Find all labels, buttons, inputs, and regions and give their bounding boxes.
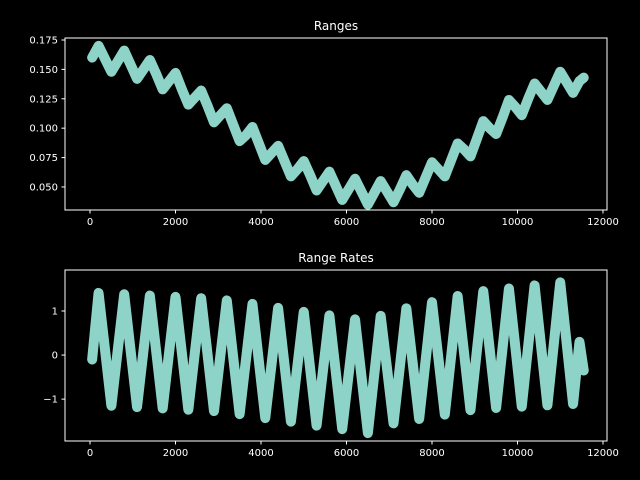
x-tick-label: 8000: [419, 448, 444, 459]
x-tick-label: 4000: [248, 448, 273, 459]
x-tick-label: 0: [87, 448, 93, 459]
y-tick-label: 0.175: [29, 35, 58, 46]
axes-frame: [64, 37, 608, 211]
axes-title: Range Rates: [298, 251, 374, 265]
x-tick-label: 2000: [163, 217, 188, 228]
x-tick-label: 6000: [334, 217, 359, 228]
y-tick-label: 0.150: [29, 65, 58, 76]
y-tick-label: −1: [43, 395, 58, 406]
data-line: [87, 40, 589, 210]
x-tick-label: 2000: [163, 448, 188, 459]
y-tick-label: 0.125: [29, 94, 58, 105]
x-tick-label: 10000: [502, 217, 534, 228]
x-tick-label: 8000: [419, 217, 444, 228]
x-tick-label: 6000: [334, 448, 359, 459]
x-tick-label: 12000: [587, 217, 619, 228]
x-tick-label: 4000: [248, 217, 273, 228]
x-tick-label: 10000: [502, 448, 534, 459]
x-tick-label: 0: [87, 217, 93, 228]
y-tick-label: 0.100: [29, 124, 58, 135]
y-tick-label: 0.075: [29, 153, 58, 164]
x-tick-label: 12000: [587, 448, 619, 459]
y-tick-label: 0.050: [29, 182, 58, 193]
y-tick-label: 1: [52, 306, 58, 317]
axes-title: Ranges: [314, 19, 358, 33]
y-tick-label: 0: [52, 351, 58, 362]
data-line: [87, 277, 589, 439]
